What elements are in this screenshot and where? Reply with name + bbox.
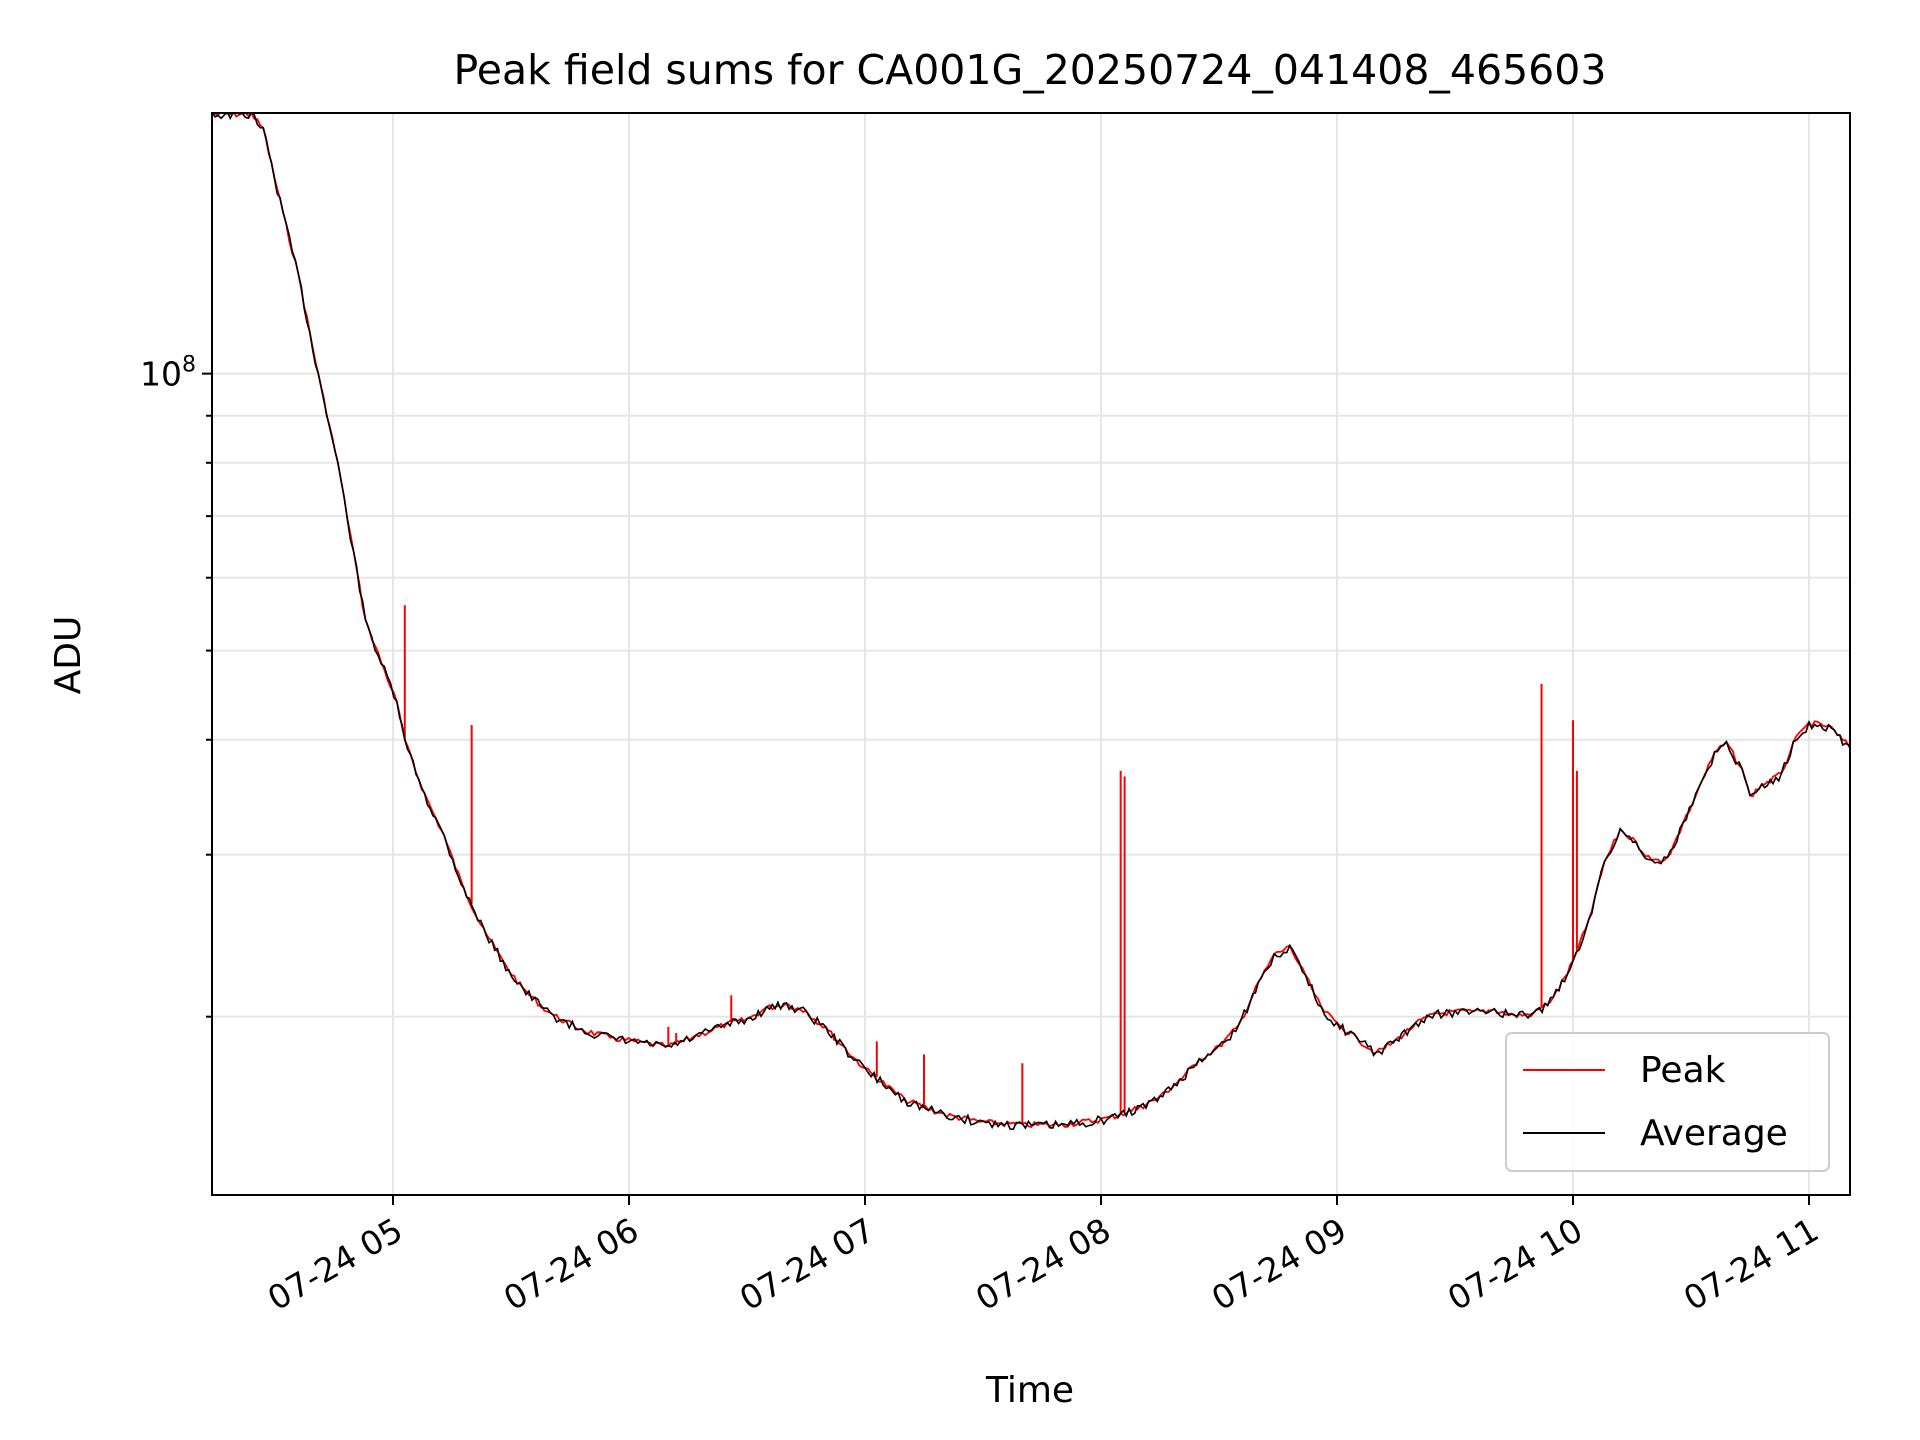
y-tick-label: 108 [140, 353, 196, 394]
x-tick-label: 07-24 08 [969, 1210, 1117, 1318]
chart-title: Peak field sums for CA001G_20250724_0414… [454, 46, 1607, 94]
x-tick-label: 07-24 10 [1441, 1210, 1589, 1318]
series-layer [212, 113, 1850, 1131]
grid-layer [212, 113, 1850, 1195]
legend-peak-label: Peak [1640, 1050, 1726, 1091]
x-tick-label: 07-24 05 [261, 1210, 409, 1318]
x-axis-label: Time [985, 1370, 1074, 1411]
legend-box [1505, 1032, 1830, 1172]
legend: Peak Average [1505, 1032, 1830, 1172]
x-tick-label: 07-24 07 [733, 1210, 881, 1318]
series-average-line [212, 113, 1850, 1131]
x-tick-label: 07-24 06 [497, 1210, 645, 1318]
x-tick-label: 07-24 09 [1205, 1210, 1353, 1318]
plot-frame [211, 112, 1851, 1196]
y-axis-label: ADU [48, 616, 89, 695]
series-peak-line [212, 113, 1850, 1129]
x-tick-label: 07-24 11 [1677, 1210, 1825, 1318]
legend-average-label: Average [1640, 1113, 1788, 1154]
